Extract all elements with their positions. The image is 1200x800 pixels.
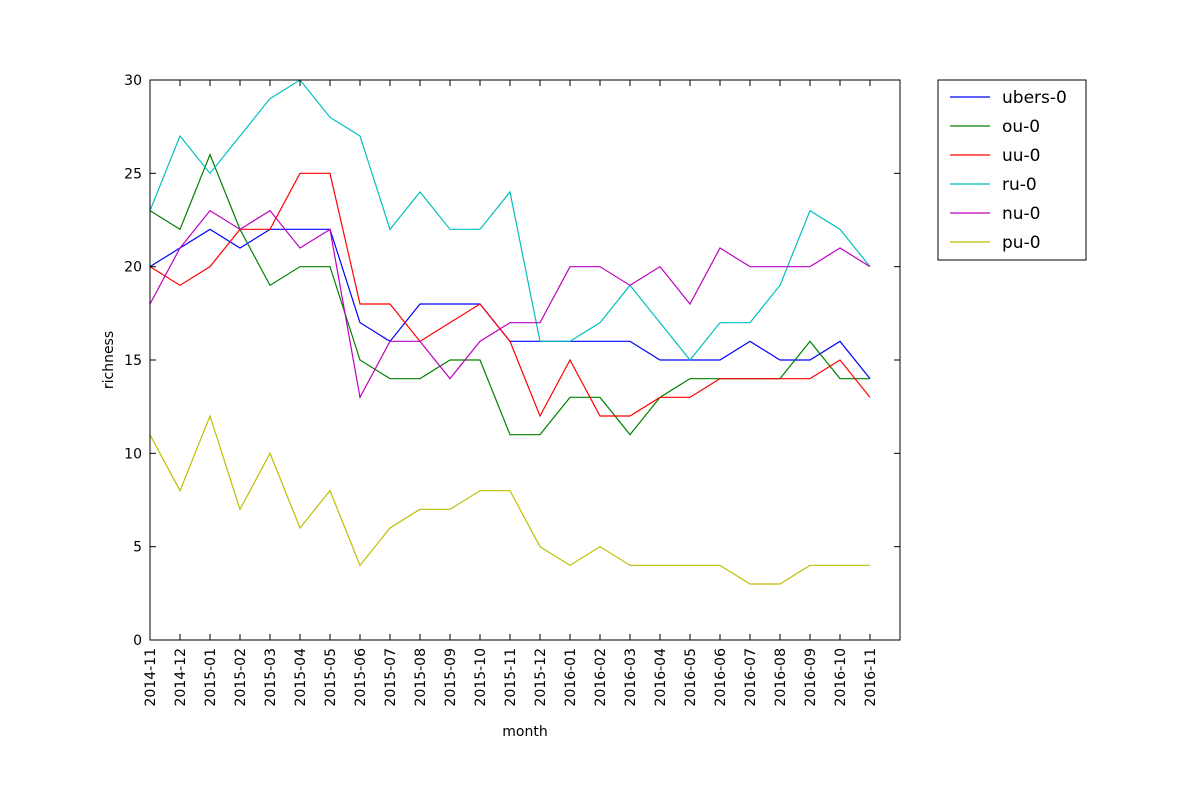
series-line-nu-0 [149,209,871,400]
x-tick-label: 2016-05 [683,648,699,707]
y-tick-label: 10 [124,446,142,462]
legend-label-ou-0: ou-0 [1002,117,1040,137]
x-tick-label: 2016-03 [623,648,639,707]
y-tick-label: 25 [124,166,142,182]
x-tick-label: 2016-01 [563,648,579,707]
x-tick-label: 2015-10 [473,648,489,707]
x-tick-label: 2015-04 [293,648,309,707]
legend-label-nu-0: nu-0 [1002,204,1041,224]
x-tick-label: 2016-06 [713,648,729,707]
x-tick-label: 2015-01 [203,648,219,707]
x-tick-label: 2016-09 [803,648,819,707]
series-layer [149,79,871,585]
y-tick-label: 5 [133,540,142,556]
x-tick-label: 2015-12 [533,648,549,707]
legend-label-pu-0: pu-0 [1002,233,1041,253]
legend: ubers-0 ou-0 uu-0 ru-0 nu-0 pu-0 [937,79,1087,261]
x-tick-label: 2015-02 [233,648,249,707]
x-tick-label: 2016-02 [593,648,609,707]
y-tick-label: 15 [124,353,142,369]
x-tick-label: 2016-07 [743,648,759,707]
x-tick-label: 2015-06 [353,648,369,707]
legend-label-ubers-0: ubers-0 [1002,88,1067,108]
legend-frame [937,79,1087,261]
series-line-ru-0 [149,79,871,361]
x-tick-label: 2015-05 [323,648,339,707]
series-line-uu-0 [149,172,871,418]
y-tick-label: 30 [124,73,142,89]
x-tick-label: 2015-08 [413,648,429,707]
legend-label-ru-0: ru-0 [1002,175,1037,195]
x-tick-label: 2015-07 [383,648,399,707]
x-tick-label: 2016-10 [833,648,849,707]
legend-label-uu-0: uu-0 [1002,146,1041,166]
x-tick-label: 2014-12 [173,648,189,707]
x-axis-label: month [502,724,547,740]
y-tick-label: 20 [124,260,142,276]
series-line-pu-0 [149,414,870,585]
y-tick-label: 0 [133,633,142,649]
x-tick-label: 2016-04 [653,648,669,707]
x-tick-label: 2014-11 [143,648,159,707]
x-tick-label: 2015-03 [263,648,279,707]
y-axis-label: richness [101,331,117,389]
x-tick-label: 2016-08 [773,648,789,707]
ticks-layer: 0 5 10 15 20 25 30 2014-11 2014-12 2015-01 2015-02… [124,73,900,707]
x-tick-label: 2016-11 [863,648,879,707]
x-tick-label: 2015-11 [503,648,519,707]
x-tick-label: 2015-09 [443,648,459,707]
